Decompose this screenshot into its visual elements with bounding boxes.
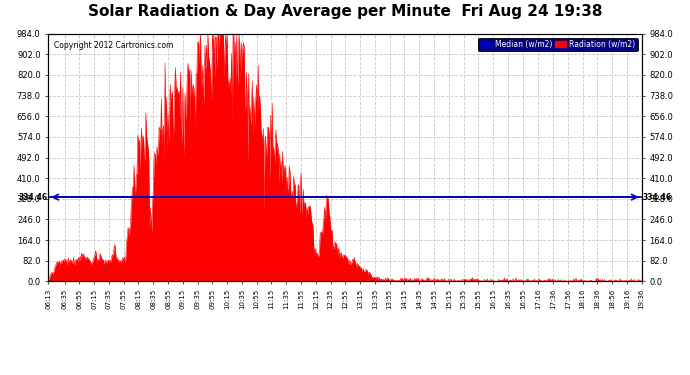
Text: Solar Radiation & Day Average per Minute  Fri Aug 24 19:38: Solar Radiation & Day Average per Minute… [88, 4, 602, 19]
Text: 334.46: 334.46 [642, 193, 671, 202]
Text: Copyright 2012 Cartronics.com: Copyright 2012 Cartronics.com [55, 41, 174, 50]
Text: 334.46: 334.46 [19, 193, 48, 202]
Legend: Median (w/m2), Radiation (w/m2): Median (w/m2), Radiation (w/m2) [477, 38, 638, 51]
